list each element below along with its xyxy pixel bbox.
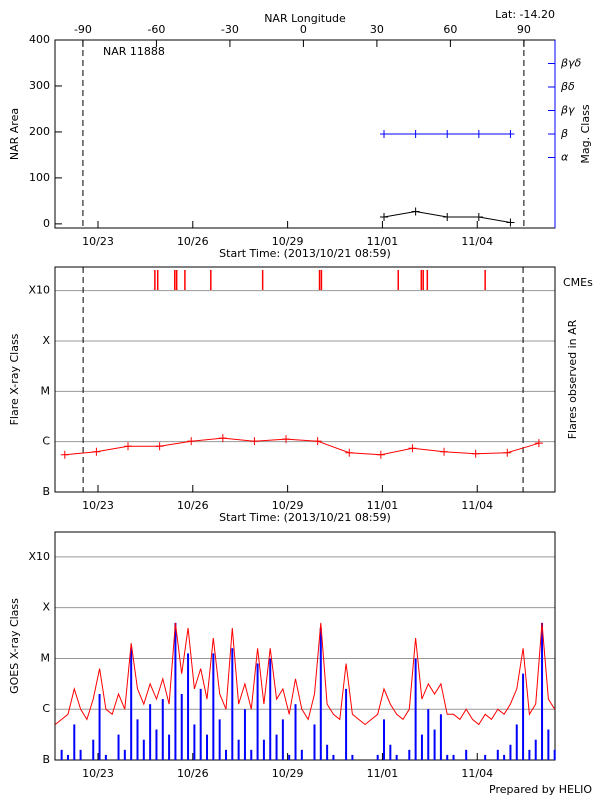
annotation: Lat: -14.20 (495, 8, 555, 21)
x-tick-label: 11/01 (367, 767, 399, 780)
point-marker (443, 212, 452, 221)
x-tick-label: 10/26 (177, 235, 209, 248)
x-tick-label: 10/26 (177, 767, 209, 780)
y-tick-label: M (41, 651, 51, 664)
x-tick-label: 10/29 (272, 499, 304, 512)
y-tick-label: M (41, 384, 51, 397)
plot-frame (54, 266, 556, 493)
point-marker (155, 442, 164, 451)
y-tick-label: B (42, 485, 50, 498)
y2-tick-label: β (560, 127, 568, 140)
y2-tick-label: βγδ (560, 57, 582, 70)
point-marker (440, 447, 449, 456)
point-marker (474, 212, 483, 221)
y-tick-label: 100 (29, 171, 50, 184)
x2-tick-label: 30 (370, 23, 384, 36)
x-label: Start Time: (2013/10/21 08:59) (219, 247, 391, 260)
panel-title: NAR 11888 (103, 45, 165, 58)
footer: Prepared by HELIO (489, 783, 592, 796)
point-marker (411, 130, 420, 138)
point-marker (408, 444, 417, 453)
x-tick-label: 10/26 (177, 499, 209, 512)
y-tick-label: 400 (29, 33, 50, 46)
x-tick-label: 11/04 (461, 767, 493, 780)
point-marker (124, 442, 133, 451)
y-label: NAR Area (8, 108, 21, 160)
plot-frame (54, 531, 556, 761)
x-tick-label: 10/23 (82, 767, 114, 780)
point-marker (471, 449, 480, 458)
y-tick-label: B (42, 753, 50, 766)
x-tick-label: 11/01 (367, 235, 399, 248)
x-tick-label: 10/29 (272, 767, 304, 780)
x-tick-label: 10/23 (82, 499, 114, 512)
x-tick-label: 11/04 (461, 499, 493, 512)
series-line (64, 437, 540, 456)
point-marker (443, 130, 452, 138)
point-marker (380, 212, 389, 221)
y-tick-label: 200 (29, 125, 50, 138)
point-marker (503, 448, 512, 457)
x2-tick-label: 0 (300, 23, 307, 36)
point-marker (313, 437, 322, 446)
x-tick-label: 10/29 (272, 235, 304, 248)
x-tick-label: 11/04 (461, 235, 493, 248)
y-tick-label: C (42, 435, 50, 448)
point-marker (60, 450, 69, 459)
y2-tick-label: βγ (560, 104, 575, 117)
y2-tick-label: α (561, 151, 569, 164)
x2-tick-label: 90 (517, 23, 531, 36)
point-marker (282, 435, 291, 444)
y-tick-label: 300 (29, 79, 50, 92)
x2-tick-label: -60 (147, 23, 165, 36)
point-marker (380, 130, 389, 138)
x-tick-label: 10/23 (82, 235, 114, 248)
series-line (54, 622, 556, 726)
x-label: Start Time: (2013/10/21 08:59) (219, 511, 391, 524)
y-tick-label: X10 (28, 550, 50, 563)
y2-tick-label: βδ (560, 80, 575, 93)
y-label: GOES X-ray Class (8, 598, 21, 694)
y-tick-label: 0 (43, 217, 50, 230)
point-marker (506, 130, 515, 138)
point-marker (345, 448, 354, 457)
point-marker (534, 439, 543, 448)
x2-tick-label: 60 (443, 23, 457, 36)
point-marker (187, 437, 196, 446)
point-marker (376, 450, 385, 459)
y-label: Flare X-ray Class (8, 333, 21, 425)
y2-label: Mag. Class (579, 104, 592, 163)
point-marker (506, 218, 515, 227)
x-tick-label: 11/01 (367, 499, 399, 512)
point-marker (411, 207, 420, 216)
y-tick-label: X (42, 601, 50, 614)
cme-label: CMEs (563, 276, 593, 289)
y-tick-label: X10 (28, 284, 50, 297)
x2-tick-label: -30 (221, 23, 239, 36)
x2-tick-label: -90 (74, 23, 92, 36)
y-tick-label: C (42, 702, 50, 715)
point-marker (474, 130, 483, 138)
point-marker (218, 434, 227, 443)
point-marker (250, 437, 259, 446)
y2-label: Flares observed in AR (566, 319, 579, 439)
point-marker (92, 447, 101, 456)
x2-label: NAR Longitude (264, 12, 346, 25)
y-tick-label: X (42, 334, 50, 347)
